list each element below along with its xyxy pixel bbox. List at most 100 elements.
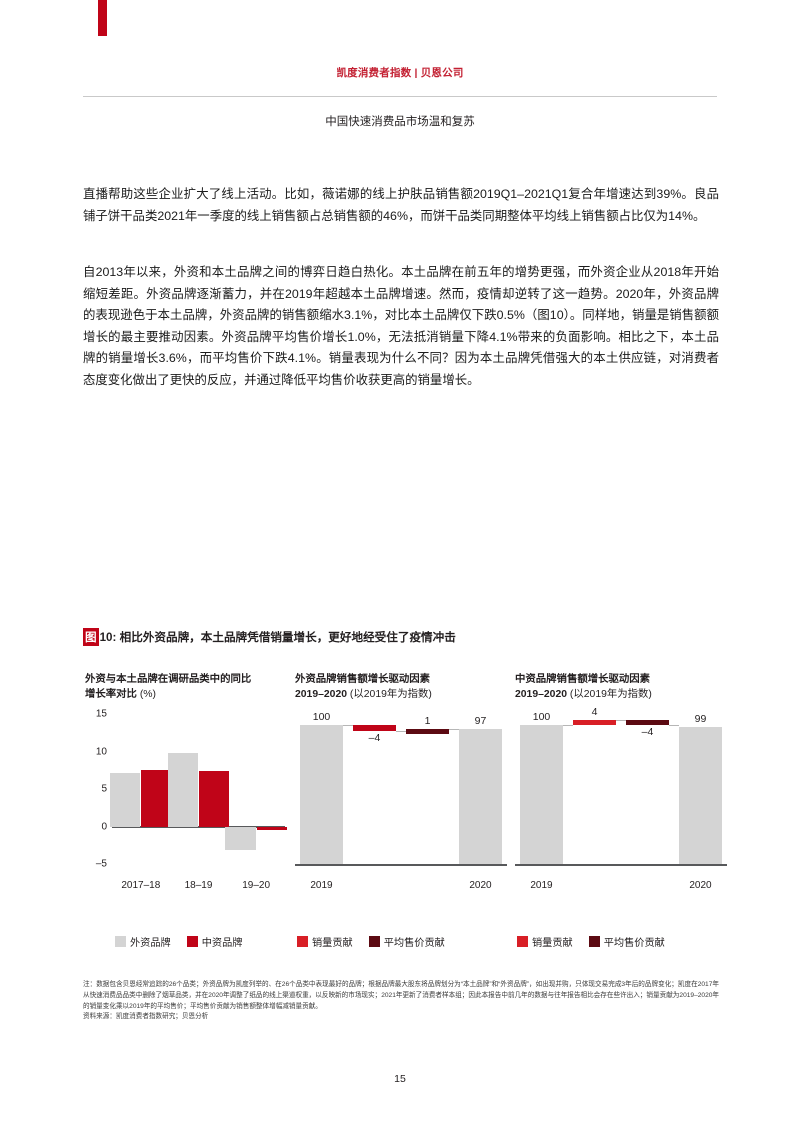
- panel2-x-tick: 2020: [469, 880, 492, 891]
- panel2-title-line1: 外资品牌销售额增长驱动因素: [295, 674, 431, 685]
- panel2-value-label: –4: [368, 731, 381, 744]
- panel1-legend-label: 中资品牌: [201, 938, 243, 949]
- panel1-bar: [141, 769, 172, 827]
- panel3-x-tick: 2020: [689, 880, 712, 891]
- panel2-value-label: 97: [474, 715, 487, 728]
- panel2-connector: [395, 730, 407, 732]
- panel3-legend-swatch: [517, 936, 528, 947]
- panel3-legend-item: 销量贡献: [517, 934, 573, 949]
- page-number: 15: [394, 1073, 406, 1085]
- panel1-legend-swatch: [115, 936, 126, 947]
- panel3-legend-swatch: [588, 936, 600, 947]
- panel1-zero-line: [112, 825, 285, 828]
- panel2-connector: [342, 725, 354, 727]
- panel3-value-label: –4: [641, 726, 654, 739]
- panel1-x-tick: 2017–18: [121, 880, 161, 891]
- figure-source-text: 资料来源：凯度消费者指数研究；贝恩分析: [83, 1013, 209, 1021]
- panel1-bar: [110, 772, 141, 827]
- figure-notes: 注：数据包含贝恩经常追踪的26个品类；外资品牌为凯度列举的、在26个品类中表现最…: [83, 980, 719, 1023]
- panel3-value-label: 99: [694, 712, 707, 725]
- panel1-legend-item: 中资品牌: [186, 934, 243, 949]
- panel2-legend-item: 销量贡献: [297, 934, 353, 949]
- panel2-bar: [406, 729, 449, 735]
- panel3-title: 中资品牌销售额增长驱动因素 2019–2020 (以2019年为指数): [515, 672, 727, 706]
- panel3-connector: [562, 725, 574, 727]
- figure-caption-text: 相比外资品牌，本土品牌凭借销量增长，更好地经受住了疫情冲击: [119, 631, 456, 644]
- panel1-legend-swatch: [186, 936, 198, 947]
- panel2-bar: [353, 725, 396, 731]
- panel1-y-tick: 5: [101, 783, 107, 795]
- panel2-connector: [448, 729, 460, 731]
- panel2-baseline: [295, 864, 507, 866]
- panel2-x-tick: 2019: [310, 880, 333, 891]
- panel3-legend-label: 销量贡献: [532, 938, 573, 949]
- body-paragraph-1: 直播帮助这些企业扩大了线上活动。比如，薇诺娜的线上护肤品销售额2019Q1–20…: [83, 187, 719, 223]
- panel2-title-line2: 2019–2020: [295, 689, 348, 700]
- panel2-title: 外资品牌销售额增长驱动因素 2019–2020 (以2019年为指数): [295, 672, 507, 706]
- chart-panel-foreign-waterfall: 外资品牌销售额增长驱动因素 2019–2020 (以2019年为指数) 100 –…: [295, 672, 507, 949]
- panel1-x-tick: 19–20: [242, 880, 271, 891]
- panel3-bar: [679, 726, 722, 864]
- body-paragraph-2: 自2013年以来，外资和本土品牌之间的博弈日趋白热化。本土品牌在前五年的增势更强…: [83, 265, 719, 387]
- panel3-legend-item: 平均售价贡献: [588, 934, 665, 949]
- section-title: 中国快速消费品市场温和复苏: [325, 116, 475, 128]
- panel3-baseline: [515, 864, 727, 866]
- panel2-legend-label: 销量贡献: [312, 938, 353, 949]
- figure-tag-badge: 图: [83, 628, 99, 646]
- panel1-y-tick: 10: [95, 746, 107, 757]
- panel1-legend-label: 外资品牌: [130, 938, 171, 949]
- panel3-value-label: 100: [532, 711, 551, 724]
- panel1-title-line2: 增长率对比: [85, 689, 137, 700]
- figure-note-text: 注：数据包含贝恩经常追踪的26个品类；外资品牌为凯度列举的、在26个品类中表现最…: [83, 981, 719, 1010]
- header-brand-line: 凯度消费者指数 | 贝恩公司: [336, 67, 464, 79]
- panel1-y-tick: 0: [101, 821, 107, 832]
- panel1-axis-area: 15 10 5 0 –5 2017–18 18–19 19–20: [96, 709, 287, 891]
- panel2-title-unit: (以2019年为指数): [349, 689, 432, 700]
- panel3-connector: [668, 725, 680, 727]
- figure-caption: 图 10: 相比外资品牌，本土品牌凭借销量增长，更好地经受住了疫情冲击: [83, 628, 719, 646]
- panel2-legend-label: 平均售价贡献: [383, 938, 445, 949]
- header-divider: [83, 96, 717, 97]
- panel1-title: 外资与本土品牌在调研品类中的同比 增长率对比 (%): [85, 672, 285, 706]
- chart-panel-growth-comparison: 外资与本土品牌在调研品类中的同比 增长率对比 (%) 15 10 5 0 –5 2017–…: [85, 672, 287, 949]
- panel1-bar: [167, 753, 199, 827]
- panel1-plot: 15 10 5 0 –5 2017–18 18–19 19–20: [85, 706, 287, 891]
- panel3-title-line2: 2019–2020: [515, 689, 568, 700]
- panel3-bar: [573, 719, 616, 726]
- panel1-x-tick: 18–19: [184, 880, 213, 891]
- panel3-axis-area: 100 4 –4 99 2019 2020: [515, 706, 727, 891]
- panel2-legend-item: 平均售价贡献: [368, 934, 445, 949]
- chart-panel-local-waterfall: 中资品牌销售额增长驱动因素 2019–2020 (以2019年为指数) 100 4…: [515, 672, 727, 949]
- panel1-bar: [225, 826, 256, 850]
- panel1-legend-item: 外资品牌: [115, 934, 171, 949]
- panel2-value-label: 1: [424, 715, 431, 728]
- panel3-value-label: 4: [591, 705, 598, 718]
- panel3-plot: 100 4 –4 99 2019 2020: [515, 706, 727, 891]
- panel3-legend-label: 平均售价贡献: [603, 938, 665, 949]
- panel2-value-label: 100: [312, 711, 331, 724]
- panel3-title-line1: 中资品牌销售额增长驱动因素: [515, 674, 651, 685]
- panel1-bar: [256, 826, 287, 831]
- panel1-legend: 外资品牌 中资品牌: [115, 934, 255, 949]
- panel1-bar: [198, 771, 230, 827]
- panel3-x-tick: 2019: [530, 880, 553, 891]
- panel2-bar: [459, 729, 502, 864]
- panel3-title-unit: (以2019年为指数): [569, 689, 652, 700]
- panel2-legend-swatch: [297, 936, 308, 947]
- panel2-plot: 100 –4 1 97 2019 2020: [295, 706, 507, 891]
- panel1-title-line1: 外资与本土品牌在调研品类中的同比: [85, 674, 252, 685]
- panel2-legend-swatch: [368, 936, 380, 947]
- panel2-axis-area: 100 –4 1 97 2019 2020: [295, 711, 507, 891]
- brand-accent-bar: [98, 0, 107, 36]
- panel2-bar: [300, 725, 343, 864]
- panel2-legend: 销量贡献 平均售价贡献: [297, 934, 457, 949]
- panel3-legend: 销量贡献 平均售价贡献: [517, 934, 677, 949]
- figure-chart-group: 外资与本土品牌在调研品类中的同比 增长率对比 (%) 15 10 5 0 –5 2017–…: [83, 672, 733, 972]
- panel3-bar: [520, 725, 563, 864]
- panel1-y-tick: –5: [95, 858, 107, 870]
- panel3-connector: [615, 719, 627, 721]
- panel3-bar: [626, 719, 669, 726]
- panel1-title-unit: (%): [139, 689, 157, 700]
- figure-number: 10:: [99, 631, 117, 644]
